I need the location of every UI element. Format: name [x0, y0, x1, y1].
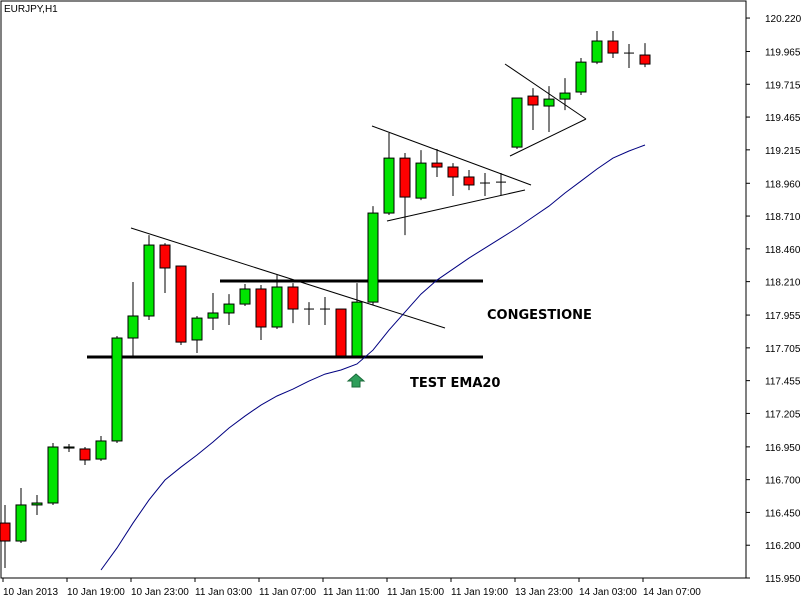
y-tick-label: 120.220: [765, 14, 802, 25]
trend-line: [509, 118, 587, 157]
y-tick-label: 116.200: [765, 541, 801, 552]
candle-body: [79, 448, 91, 461]
trend-line: [504, 63, 587, 120]
candle-body: [191, 317, 203, 341]
candle-body: [639, 54, 651, 65]
candle-body: [255, 288, 267, 328]
y-tick-label: 117.455: [765, 377, 801, 388]
candle-body: [383, 157, 395, 214]
candle-body: [95, 440, 107, 460]
candle-body: [239, 288, 251, 305]
candle-body: [543, 98, 555, 107]
candle-body: [63, 446, 75, 449]
x-tick-label: 14 Jan 03:00: [579, 587, 637, 598]
annotation: TEST EMA20: [410, 376, 500, 391]
candle-body: [367, 212, 379, 303]
chart-title: EURJPY,H1: [4, 4, 58, 15]
candle-body: [143, 244, 155, 317]
candle-body: [175, 265, 187, 343]
x-tick-label: 10 Jan 2013: [3, 587, 58, 598]
y-tick-label: 116.700: [765, 476, 801, 487]
y-tick-label: 119.465: [765, 113, 801, 124]
y-tick-label: 118.960: [765, 179, 801, 190]
annotation: CONGESTIONE: [487, 308, 592, 323]
y-tick-label: 119.965: [765, 47, 801, 58]
candle-body: [431, 162, 443, 168]
x-tick-label: 10 Jan 23:00: [131, 587, 189, 598]
candle-body: [271, 286, 283, 328]
candle-body: [111, 337, 123, 442]
candle-body: [575, 61, 587, 93]
candle-body: [31, 502, 43, 506]
candle-body: [607, 40, 619, 54]
candle-body: [335, 308, 347, 357]
y-tick-label: 118.710: [765, 212, 801, 223]
candle-body: [15, 504, 27, 542]
y-tick-label: 117.705: [765, 344, 801, 355]
candle-body: [463, 176, 475, 186]
x-tick-label: 11 Jan 15:00: [387, 587, 445, 598]
arrow-icon: [346, 373, 366, 388]
candle-body: [207, 312, 219, 319]
candle-body: [127, 315, 139, 339]
candle-body: [223, 303, 235, 314]
x-tick-label: 11 Jan 07:00: [259, 587, 317, 598]
x-tick-label: 11 Jan 19:00: [451, 587, 509, 598]
x-tick-label: 11 Jan 03:00: [195, 587, 253, 598]
candle-body: [559, 92, 571, 100]
trend-line: [130, 227, 446, 329]
trend-line: [386, 189, 526, 222]
candle-body: [351, 301, 363, 357]
ema-line: [100, 144, 646, 571]
y-tick-label: 116.950: [765, 443, 801, 454]
y-tick-label: 117.205: [765, 409, 801, 420]
trend-line: [371, 125, 532, 186]
y-tick-label: 118.210: [765, 278, 801, 289]
y-tick-label: 119.715: [765, 80, 801, 91]
y-tick-label: 116.450: [765, 508, 801, 519]
candle-body: [415, 162, 427, 199]
x-tick-label: 14 Jan 07:00: [643, 587, 701, 598]
candle-body: [591, 40, 603, 63]
x-tick-label: 10 Jan 19:00: [67, 587, 125, 598]
y-tick-label: 118.460: [765, 245, 801, 256]
y-tick-label: 115.950: [765, 574, 801, 585]
candle-body: [447, 166, 459, 178]
y-tick-label: 119.215: [765, 146, 801, 157]
candle-body: [0, 522, 11, 542]
candle-body: [287, 286, 299, 310]
candle-body: [511, 97, 523, 148]
candle-body: [47, 446, 59, 504]
candle-body: [527, 95, 539, 106]
candle-body: [159, 244, 171, 269]
candle-body: [399, 157, 411, 198]
x-tick-label: 11 Jan 11:00: [323, 587, 380, 598]
y-tick-label: 117.955: [765, 311, 801, 322]
x-tick-label: 13 Jan 23:00: [515, 587, 573, 598]
